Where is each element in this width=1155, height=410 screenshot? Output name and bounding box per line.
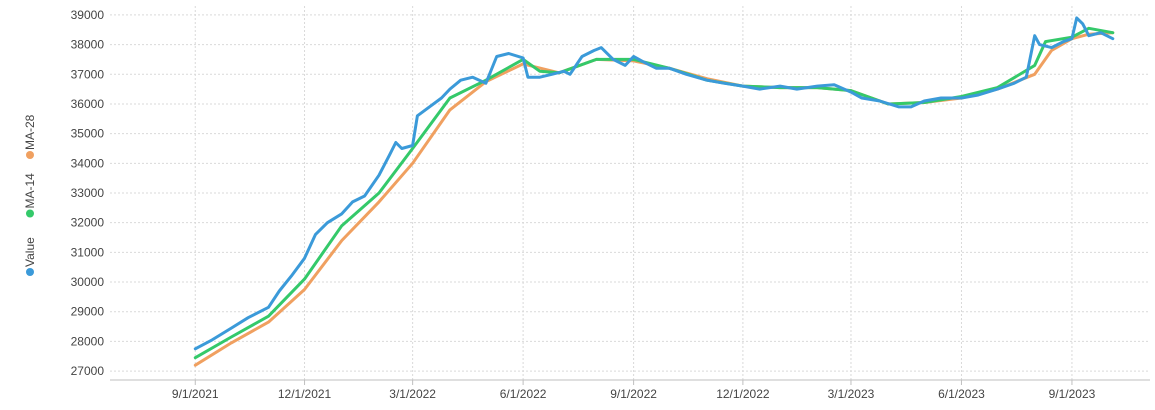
legend-label: Value (23, 237, 37, 267)
x-tick-label: 12/1/2021 (278, 387, 332, 401)
x-tick-label: 6/1/2023 (938, 387, 985, 401)
series-layer (193, 16, 1115, 367)
x-tick-label: 3/1/2022 (389, 387, 436, 401)
grid-layer (110, 6, 1150, 380)
legend: Value MA-14 MA-28 (23, 114, 37, 276)
y-tick-label: 32000 (71, 216, 105, 230)
x-tick-label: 6/1/2022 (500, 387, 547, 401)
legend-label: MA-14 (23, 173, 37, 209)
y-tick-label: 28000 (71, 334, 105, 348)
legend-item-ma-28[interactable]: MA-28 (23, 114, 37, 159)
legend-label: MA-28 (23, 114, 37, 150)
y-tick-label: 35000 (71, 127, 105, 141)
x-axis: 9/1/2021 12/1/2021 3/1/2022 6/1/2022 9/1/202… (110, 379, 1150, 401)
y-tick-label: 37000 (71, 67, 105, 81)
series-line-value (193, 16, 1115, 351)
x-tick-label: 3/1/2023 (828, 387, 875, 401)
legend-item-ma-14[interactable]: MA-14 (23, 173, 37, 218)
legend-marker (26, 268, 34, 276)
y-tick-label: 34000 (71, 156, 105, 170)
y-tick-label: 30000 (71, 275, 105, 289)
legend-marker (26, 209, 34, 218)
y-tick-label: 27000 (71, 364, 105, 378)
y-tick-label: 31000 (71, 245, 105, 259)
legend-marker (26, 151, 34, 159)
y-tick-label: 33000 (71, 186, 105, 200)
legend-item-value[interactable]: Value (23, 237, 37, 276)
y-tick-label: 38000 (71, 38, 105, 52)
y-axis: 27000 28000 29000 30000 31000 32000 33000 34000… (71, 8, 105, 378)
y-tick-label: 39000 (71, 8, 105, 22)
x-tick-label: 9/1/2022 (610, 387, 657, 401)
x-tick-label: 9/1/2023 (1049, 387, 1096, 401)
x-tick-label: 9/1/2021 (172, 387, 219, 401)
series-line-ma-28 (193, 31, 1115, 367)
y-tick-label: 36000 (71, 97, 105, 111)
y-tick-label: 29000 (71, 305, 105, 319)
x-tick-label: 12/1/2022 (716, 387, 770, 401)
